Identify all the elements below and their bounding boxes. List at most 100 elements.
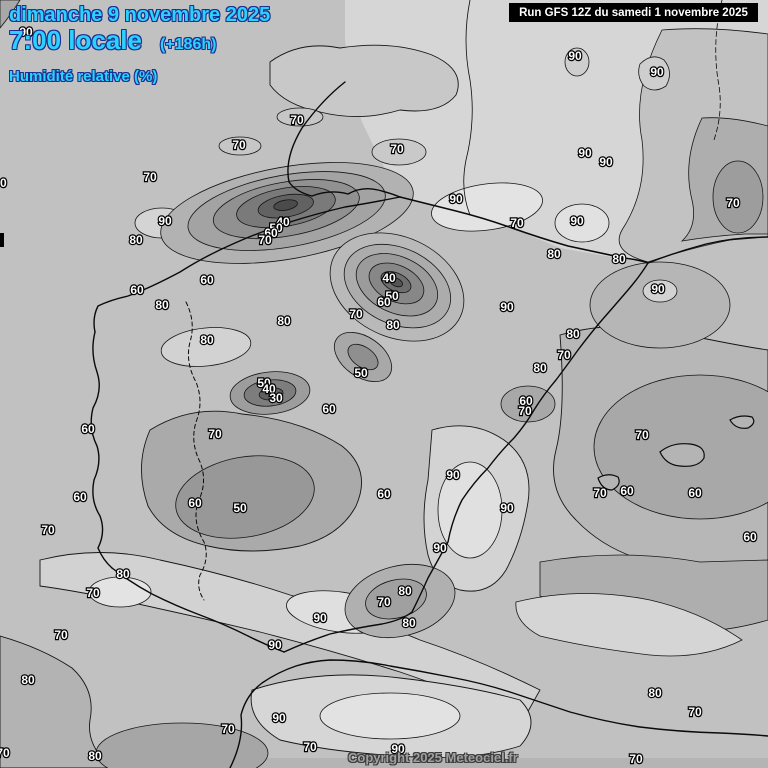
coastlines: [90, 0, 768, 768]
coast-portugal: [90, 331, 113, 569]
coast-south-spain: [111, 567, 285, 653]
contour-label: 50: [269, 221, 283, 235]
contour-label: 90: [391, 742, 405, 756]
coast-france-med: [647, 236, 768, 264]
coast-africa: [229, 659, 768, 768]
contour-label: 70: [0, 746, 10, 760]
island-ibiza: [597, 474, 620, 491]
time-label: 7:00 locale: [9, 25, 142, 55]
contour-label: 60: [264, 226, 278, 240]
contour-label: 80: [155, 298, 169, 312]
contour-label: 70: [593, 486, 607, 500]
contour-label: 60: [188, 496, 202, 510]
forecast-offset-label: (+186h): [159, 36, 217, 53]
contour-label: 70: [303, 740, 317, 754]
region-bottom-left-blob: [95, 722, 269, 768]
contour-label: 90: [570, 214, 584, 228]
contour-label: 80: [129, 233, 143, 247]
contour-label: 80: [277, 314, 291, 328]
contour-label: 80: [648, 686, 662, 700]
map-header: dimanche 9 novembre 2025 7:00 locale (+1…: [9, 4, 270, 85]
region-ne-dark: [589, 261, 731, 349]
contour-label: 60: [200, 273, 214, 287]
contour-label: 80: [402, 616, 416, 630]
contour-label: 60: [73, 490, 87, 504]
coast-france-atlantic: [287, 81, 401, 198]
contour-label: 70: [221, 722, 235, 736]
region-alps-core: [712, 160, 764, 234]
contour-label: 90: [268, 638, 282, 652]
contour-label: 90: [313, 611, 327, 625]
contour-label: 90: [599, 155, 613, 169]
contour-label: 80: [0, 176, 7, 190]
border-pyrenees: [399, 196, 649, 264]
contour-label: 90: [500, 300, 514, 314]
contour-label: 70: [518, 404, 532, 418]
contour-label: 30: [269, 391, 283, 405]
contour-label: 90: [158, 214, 172, 228]
contour-label: 70: [635, 428, 649, 442]
contour-label: 90: [500, 501, 514, 515]
region-gray-spot: [638, 56, 670, 91]
date-label: dimanche 9 novembre 2025: [9, 4, 271, 26]
contour-label: 90: [568, 49, 582, 63]
region-channel-blob: [269, 44, 459, 117]
contour-label: 50: [233, 501, 247, 515]
border-france-inner2: [713, 0, 723, 141]
contour-label: 90: [651, 282, 665, 296]
copyright-label: Copyright 2025 Meteociel.fr: [348, 750, 518, 765]
region-gray-spot: [218, 136, 262, 156]
border-portugal-spain: [185, 301, 207, 601]
contour-label: 50: [385, 289, 399, 303]
region-bottom-right-light: [515, 593, 743, 657]
region-gray-spot: [371, 138, 427, 166]
contour-label: 90: [650, 65, 664, 79]
island-mallorca: [659, 443, 705, 467]
coast-east-spain: [283, 262, 649, 653]
contour-label: 90: [272, 711, 286, 725]
contour-label: 80: [566, 327, 580, 341]
contour-label: 80: [533, 361, 547, 375]
contour-label: 60: [519, 394, 533, 408]
contour-label: 70: [143, 170, 157, 184]
contour-label: 80: [21, 673, 35, 687]
coast-north-spain: [93, 196, 401, 333]
contour-label: 40: [262, 382, 276, 396]
contour-label: 70: [688, 705, 702, 719]
contour-label: 80: [612, 252, 626, 266]
contour-label: 70: [86, 586, 100, 600]
contour-label: 70: [41, 523, 55, 537]
contour-label: 80: [386, 318, 400, 332]
contour-label: 80: [398, 584, 412, 598]
contour-label: 70: [349, 307, 363, 321]
region-east-light-core: [437, 461, 503, 559]
region-gray-spot: [564, 47, 590, 77]
contour-label: 60: [377, 295, 391, 309]
contour-label: 50: [257, 376, 271, 390]
run-info-box: Run GFS 12Z du samedi 1 novembre 2025: [509, 3, 758, 22]
region-south-light-band: [39, 552, 541, 723]
contour-label: 60: [743, 530, 757, 544]
contour-label: 70: [290, 113, 304, 127]
contour-min-small: [333, 331, 393, 383]
contour-label: 70: [557, 348, 571, 362]
contour-label: 70: [377, 595, 391, 609]
region-south-dark-core: [175, 455, 315, 539]
contour-label: 80: [88, 749, 102, 763]
contour-label: 40: [276, 215, 290, 229]
contour-min-sw: [229, 371, 311, 415]
contour-label: 70: [390, 142, 404, 156]
contour-label: 90: [446, 468, 460, 482]
region-gray-spot: [276, 107, 324, 127]
region-valencia-patch: [500, 385, 556, 423]
contour-label: 90: [449, 192, 463, 206]
contour-label: 60: [620, 484, 634, 498]
contour-label: 60: [322, 402, 336, 416]
border-france-inner1: [463, 0, 473, 216]
parameter-label: Humidité relative (%): [9, 68, 158, 85]
region-topleft-corner: [0, 0, 21, 29]
contour-label: 90: [578, 146, 592, 160]
region-light-nw2: [160, 327, 252, 367]
